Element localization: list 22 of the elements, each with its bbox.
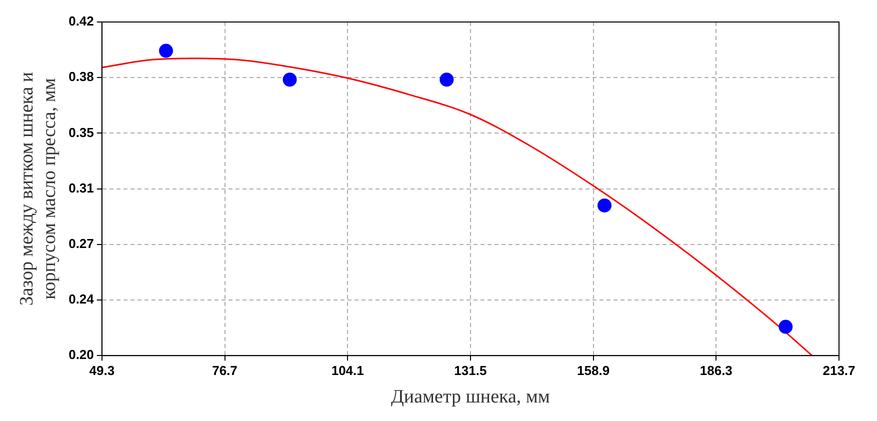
x-tick-label: 213.7 xyxy=(822,362,856,378)
y-tick-label: 0.38 xyxy=(68,69,94,84)
x-axis-title: Диаметр шнека, мм xyxy=(390,386,550,408)
point xyxy=(778,320,793,334)
x-tick-label: 186.3 xyxy=(700,362,732,378)
x-tick-label: 76.7 xyxy=(212,362,238,378)
y-tick-label: 0.27 xyxy=(68,236,94,251)
point xyxy=(282,72,297,87)
point xyxy=(440,72,454,87)
x-tick-label: 104.1 xyxy=(331,362,364,378)
y-axis-title: Зазор между витком шнека и корпусом масло пресса, мм xyxy=(16,72,60,306)
point xyxy=(598,198,612,212)
x-tick-label: 158.9 xyxy=(577,362,610,378)
y-tick-label: 0.24 xyxy=(68,292,95,307)
y-tick-label: 0.35 xyxy=(68,124,94,140)
point xyxy=(159,44,174,58)
y-tick-label: 0.42 xyxy=(68,14,94,29)
line-series xyxy=(102,58,813,356)
x-tick-label: 131.5 xyxy=(454,362,487,378)
x-tick-label: 49.3 xyxy=(89,362,115,378)
y-tick-label: 0.20 xyxy=(68,347,94,362)
y-tick-label: 0.31 xyxy=(68,180,94,196)
